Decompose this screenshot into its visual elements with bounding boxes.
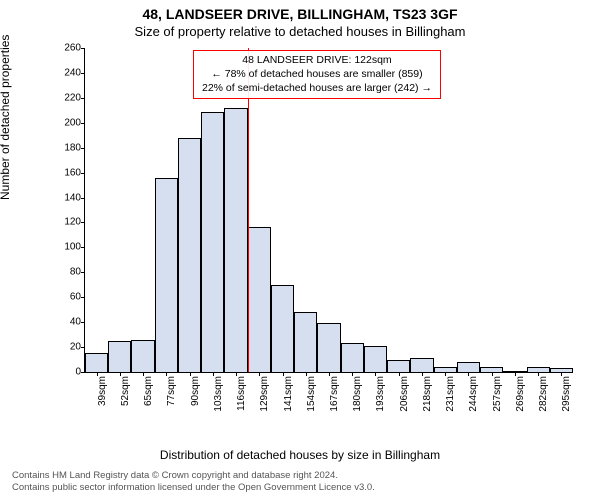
x-tick-label: 77sqm (166, 376, 177, 426)
y-tick-mark (81, 48, 85, 49)
x-tick-label: 167sqm (329, 376, 340, 426)
y-tick-label: 140 (49, 192, 81, 203)
footer-line: Contains HM Land Registry data © Crown c… (12, 470, 375, 482)
y-tick-mark (81, 98, 85, 99)
y-tick-label: 260 (49, 43, 81, 54)
y-tick-label: 240 (49, 67, 81, 78)
x-tick-label: 244sqm (468, 376, 479, 426)
x-tick-label: 129sqm (259, 376, 270, 426)
y-tick-label: 60 (49, 292, 81, 303)
x-tick-label: 154sqm (306, 376, 317, 426)
x-tick-label: 65sqm (143, 376, 154, 426)
title-sub: Size of property relative to detached ho… (0, 22, 600, 39)
y-tick-label: 100 (49, 242, 81, 253)
x-tick-label: 116sqm (236, 376, 247, 426)
histogram-bar (387, 360, 410, 372)
histogram-bar (457, 362, 480, 372)
histogram-bar (317, 323, 340, 372)
x-axis-label: Distribution of detached houses by size … (0, 448, 600, 462)
info-box: 48 LANDSEER DRIVE: 122sqm← 78% of detach… (193, 50, 441, 99)
plot-area: 02040608010012014016018020022024026039sq… (84, 48, 573, 373)
x-tick-label: 206sqm (399, 376, 410, 426)
histogram-bar (178, 138, 201, 372)
x-tick-label: 282sqm (538, 376, 549, 426)
y-tick-label: 0 (49, 367, 81, 378)
histogram-bar (294, 312, 317, 372)
footer-line: Contains public sector information licen… (12, 482, 375, 494)
y-tick-label: 120 (49, 217, 81, 228)
x-tick-label: 39sqm (97, 376, 108, 426)
y-tick-mark (81, 148, 85, 149)
x-tick-label: 90sqm (190, 376, 201, 426)
x-tick-label: 103sqm (213, 376, 224, 426)
y-tick-label: 20 (49, 342, 81, 353)
x-tick-label: 269sqm (515, 376, 526, 426)
y-tick-label: 180 (49, 142, 81, 153)
y-tick-label: 80 (49, 267, 81, 278)
x-tick-label: 218sqm (422, 376, 433, 426)
info-box-line: 22% of semi-detached houses are larger (… (202, 81, 432, 95)
y-tick-mark (81, 247, 85, 248)
y-tick-mark (81, 123, 85, 124)
title-main: 48, LANDSEER DRIVE, BILLINGHAM, TS23 3GF (0, 0, 600, 22)
histogram-bar (271, 285, 294, 372)
y-tick-mark (81, 173, 85, 174)
histogram-bar (131, 340, 154, 372)
y-tick-label: 40 (49, 317, 81, 328)
chart-area: 02040608010012014016018020022024026039sq… (48, 48, 576, 408)
x-tick-label: 141sqm (283, 376, 294, 426)
y-tick-mark (81, 347, 85, 348)
x-tick-label: 257sqm (492, 376, 503, 426)
histogram-bar (410, 358, 433, 372)
y-tick-label: 220 (49, 92, 81, 103)
histogram-bar (155, 178, 178, 372)
y-tick-mark (81, 198, 85, 199)
info-box-line: 48 LANDSEER DRIVE: 122sqm (202, 53, 432, 67)
histogram-bar (341, 343, 364, 372)
x-tick-label: 231sqm (445, 376, 456, 426)
y-tick-label: 200 (49, 117, 81, 128)
histogram-bar (248, 227, 271, 372)
y-tick-mark (81, 222, 85, 223)
x-tick-label: 52sqm (120, 376, 131, 426)
histogram-bar (364, 346, 387, 372)
footer-attribution: Contains HM Land Registry data © Crown c… (12, 470, 375, 494)
y-tick-label: 160 (49, 167, 81, 178)
y-tick-mark (81, 73, 85, 74)
info-box-line: ← 78% of detached houses are smaller (85… (202, 67, 432, 81)
y-axis-label: Number of detached properties (0, 35, 12, 200)
x-tick-label: 295sqm (561, 376, 572, 426)
y-tick-mark (81, 272, 85, 273)
x-tick-label: 193sqm (375, 376, 386, 426)
y-tick-mark (81, 322, 85, 323)
histogram-bar (85, 353, 108, 372)
y-tick-mark (81, 372, 85, 373)
histogram-bar (224, 108, 247, 372)
y-tick-mark (81, 297, 85, 298)
histogram-bar (108, 341, 131, 372)
x-tick-label: 180sqm (352, 376, 363, 426)
histogram-bar (201, 112, 224, 372)
